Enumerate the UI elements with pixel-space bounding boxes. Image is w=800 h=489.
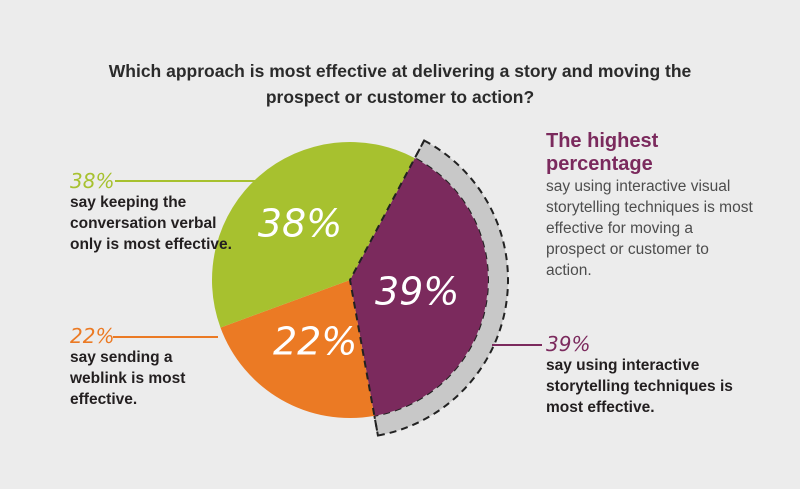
slice-label-verbal: 38% xyxy=(258,202,342,246)
annotation-interactive-percent: 39% xyxy=(546,332,591,356)
annotation-verbal-text: say keeping the conversation verbal only… xyxy=(70,194,232,253)
slice-label-interactive: 39% xyxy=(375,270,459,314)
highlight-heading: The highest percentage xyxy=(546,130,659,175)
annotation-weblink-percent: 22% xyxy=(70,324,115,348)
annotation-weblink: 22% say sending a weblink is most effect… xyxy=(70,325,220,410)
pie-slice-verbal xyxy=(212,141,415,328)
annotation-verbal-percent: 38% xyxy=(70,169,115,193)
pie-slice-interactive xyxy=(350,158,489,416)
annotation-verbal: 38% say keeping the conversation verbal … xyxy=(70,170,240,255)
pie-slice-weblink xyxy=(220,280,375,418)
annotation-interactive: 39% say using interactive storytelling t… xyxy=(546,333,746,418)
slice-label-weblink: 22% xyxy=(273,320,357,364)
annotation-interactive-text: say using interactive storytelling techn… xyxy=(546,357,733,416)
highlight-callout: The highest percentage say using interac… xyxy=(546,130,756,281)
annotation-weblink-text: say sending a weblink is most effective. xyxy=(70,349,186,408)
highlight-body: say using interactive visual storytellin… xyxy=(546,178,753,279)
chart-title: Which approach is most effective at deli… xyxy=(108,61,692,107)
highlight-divider xyxy=(348,140,426,436)
